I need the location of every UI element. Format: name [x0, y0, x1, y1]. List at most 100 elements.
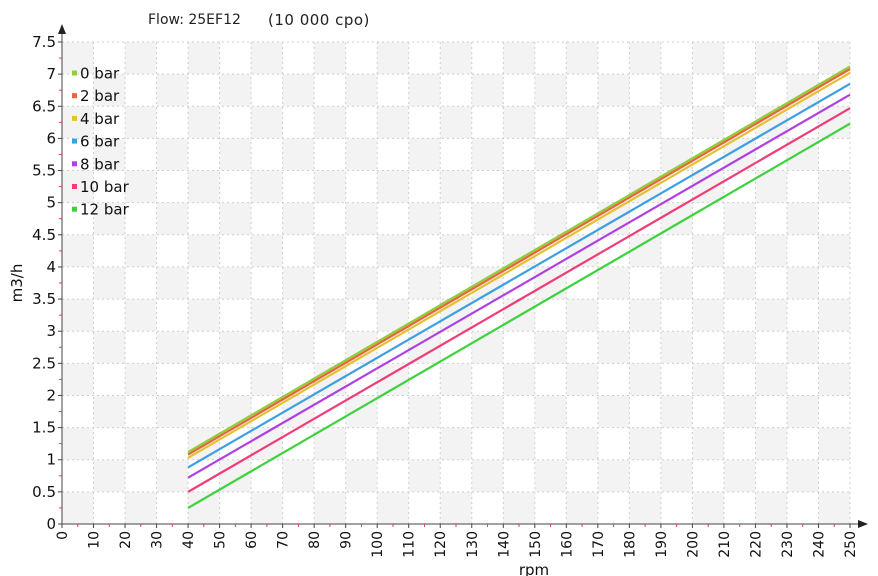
- grid-cell: [723, 331, 756, 364]
- x-tick-label: 80: [307, 531, 323, 549]
- grid-cell: [440, 42, 472, 75]
- grid-cell: [692, 363, 724, 396]
- grid-cell: [188, 234, 220, 267]
- y-tick-label: 4.5: [32, 226, 56, 244]
- grid-cell: [345, 459, 378, 492]
- grid-cell: [251, 170, 283, 203]
- grid-cell: [818, 299, 850, 332]
- legend-marker: [72, 93, 77, 99]
- grid-cell: [251, 491, 283, 524]
- grid-cell: [503, 491, 535, 524]
- grid-cell: [188, 106, 220, 139]
- legend-marker: [72, 206, 77, 212]
- x-tick-label: 210: [717, 531, 733, 558]
- grid-cell: [93, 138, 126, 171]
- grid-cell: [408, 74, 441, 107]
- x-tick-label: 110: [402, 531, 418, 558]
- grid: [62, 41, 851, 524]
- grid-cell: [408, 266, 441, 300]
- grid-cell: [314, 234, 346, 267]
- grid-cell: [156, 459, 189, 492]
- grid-cell: [660, 266, 693, 300]
- grid-cell: [629, 427, 661, 460]
- x-tick-label: 100: [370, 531, 386, 558]
- y-tick-label: 1: [46, 451, 56, 469]
- grid-cell: [629, 234, 661, 267]
- grid-cell: [62, 491, 94, 524]
- grid-cell: [534, 138, 567, 171]
- series-line: [187, 122, 851, 509]
- y-axis-arrow: [58, 24, 66, 34]
- legend-label: 2 bar: [80, 87, 120, 105]
- grid-cell: [314, 299, 346, 332]
- y-tick-label: 0.5: [32, 483, 56, 501]
- grid-cell: [692, 106, 724, 139]
- grid-cell: [314, 106, 346, 139]
- grid-cell: [692, 491, 724, 524]
- grid-cell: [314, 42, 346, 75]
- grid-cell: [566, 427, 598, 460]
- grid-cell: [62, 106, 94, 139]
- grid-cell: [282, 74, 315, 107]
- y-tick-label: 3.5: [32, 290, 56, 308]
- grid-cell: [755, 491, 787, 524]
- legend-label: 4 bar: [80, 110, 120, 128]
- legend: 0 bar 2 bar 4 bar 6 bar 8 bar 10 bar 12 bar: [72, 65, 130, 219]
- grid-cell: [219, 266, 252, 300]
- series-line: [187, 65, 851, 453]
- legend-label: 8 bar: [80, 155, 120, 173]
- series-line: [187, 68, 851, 456]
- x-tick-label: 200: [685, 531, 701, 558]
- grid-cell: [723, 74, 756, 107]
- grid-cell: [377, 427, 409, 460]
- y-tick-label: 6.5: [32, 97, 56, 115]
- grid-cell: [566, 491, 598, 524]
- grid-cell: [692, 42, 724, 75]
- grid-cell: [534, 459, 567, 492]
- grid-cell: [314, 491, 346, 524]
- grid-cell: [503, 106, 535, 139]
- grid-cell: [125, 42, 157, 75]
- grid-cell: [219, 331, 252, 364]
- grid-cell: [125, 170, 157, 203]
- grid-cell: [723, 266, 756, 300]
- grid-cell: [156, 202, 189, 235]
- grid-cell: [440, 427, 472, 460]
- grid-cell: [440, 491, 472, 524]
- grid-cell: [471, 138, 504, 171]
- x-tick-label: 250: [843, 531, 859, 558]
- grid-cell: [566, 42, 598, 75]
- grid-cell: [219, 74, 252, 107]
- grid-cell: [755, 42, 787, 75]
- grid-cell: [755, 299, 787, 332]
- grid-cell: [818, 363, 850, 396]
- grid-cell: [440, 170, 472, 203]
- grid-cell: [786, 202, 819, 235]
- grid-cell: [534, 74, 567, 107]
- legend-marker: [72, 184, 77, 189]
- x-tick-label: 0: [55, 531, 71, 540]
- y-tick-label: 0: [46, 515, 56, 533]
- grid-cell: [93, 395, 126, 428]
- grid-cell: [282, 459, 315, 492]
- x-tick-label: 190: [654, 531, 670, 558]
- grid-cell: [471, 331, 504, 364]
- grid-cell: [629, 42, 661, 75]
- x-tick-label: 120: [433, 531, 449, 558]
- legend-marker: [72, 115, 77, 121]
- grid-cell: [251, 363, 283, 396]
- grid-cell: [219, 202, 252, 235]
- grid-cell: [597, 202, 630, 235]
- grid-cell: [345, 138, 378, 171]
- grid-cell: [440, 363, 472, 396]
- grid-cell: [125, 363, 157, 396]
- grid-cell: [818, 170, 850, 203]
- x-tick-label: 140: [496, 531, 512, 558]
- grid-cell: [786, 459, 819, 492]
- grid-cell: [723, 202, 756, 235]
- grid-cell: [93, 331, 126, 364]
- chart-title: Flow: 25EF12: [148, 12, 241, 28]
- grid-cell: [597, 266, 630, 300]
- y-tick-label: 2: [46, 386, 56, 404]
- series-lines: [187, 65, 851, 509]
